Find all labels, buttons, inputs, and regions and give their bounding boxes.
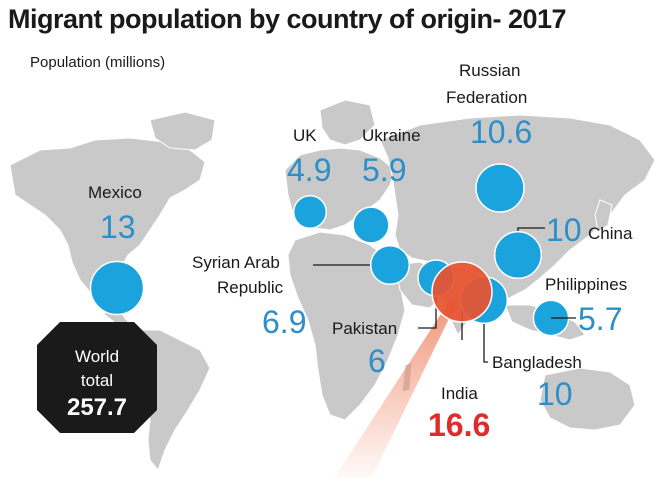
value-ukraine: 5.9	[362, 152, 406, 188]
label-pakistan: Pakistan	[332, 319, 397, 338]
value-bangladesh: 10	[537, 376, 573, 412]
world-total-badge-shape	[37, 322, 157, 433]
value-philippines: 5.7	[578, 301, 622, 337]
bubble-russia	[475, 163, 525, 213]
value-syria: 6.9	[262, 304, 306, 340]
bubbles-group	[89, 163, 570, 337]
chart-title: Migrant population by country of origin-…	[8, 4, 567, 34]
india-highlight-beam	[335, 300, 458, 477]
label-syria-line1: Syrian Arab	[192, 253, 280, 272]
value-india: 16.6	[428, 407, 490, 443]
label-uk: UK	[293, 126, 317, 145]
bubble-uk	[292, 194, 328, 230]
label-china: China	[588, 224, 633, 243]
label-russia-line1: Russian	[459, 61, 520, 80]
bubble-china	[493, 230, 543, 280]
world-total-badge: World total 257.7	[37, 322, 157, 433]
value-uk: 4.9	[287, 152, 331, 188]
greenland-shape	[149, 111, 216, 151]
japan-shape	[594, 199, 613, 233]
world-total-label-line1: World	[75, 347, 119, 366]
bubble-ukraine	[352, 206, 390, 244]
bubble-syria	[369, 244, 411, 286]
label-ukraine: Ukraine	[362, 126, 421, 145]
value-mexico: 13	[100, 209, 136, 245]
north-america-shape	[9, 137, 206, 304]
world-total-label-line2: total	[81, 371, 113, 390]
label-mexico: Mexico	[88, 183, 142, 202]
value-china: 10	[546, 212, 582, 248]
label-syria-line2: Republic	[217, 278, 284, 297]
world-total-value: 257.7	[67, 394, 127, 421]
bubble-mexico	[89, 260, 145, 316]
label-philippines: Philippines	[545, 275, 627, 294]
asia-shape	[379, 114, 656, 306]
label-bangladesh: Bangladesh	[492, 353, 582, 372]
australia-shape	[539, 367, 636, 431]
label-india: India	[441, 384, 478, 403]
value-russia: 10.6	[470, 114, 532, 150]
scandinavia-shape	[319, 99, 376, 146]
bubble-india	[431, 261, 493, 323]
chart-subtitle: Population (millions)	[30, 54, 166, 71]
value-pakistan: 6	[368, 343, 386, 379]
label-russia-line2: Federation	[446, 88, 527, 107]
